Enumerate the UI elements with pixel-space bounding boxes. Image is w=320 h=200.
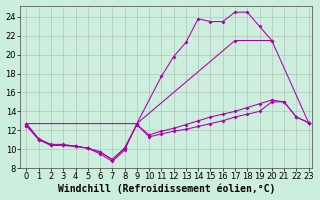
X-axis label: Windchill (Refroidissement éolien,°C): Windchill (Refroidissement éolien,°C) — [58, 184, 275, 194]
